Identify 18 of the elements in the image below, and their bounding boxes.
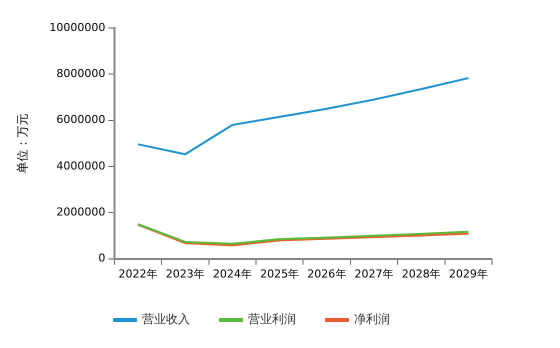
y-tick-label: 2000000 [56, 206, 106, 218]
x-tick-label: 2029年 [448, 267, 488, 280]
x-tick-label: 2023年 [166, 267, 205, 280]
x-tick-label: 2025年 [260, 267, 300, 280]
y-tick-label: 8000000 [56, 67, 106, 80]
legend-label: 营业利润 [248, 312, 296, 326]
x-tick-label: 2028年 [402, 267, 441, 280]
x-tick-label: 2026年 [307, 267, 346, 280]
y-tick-label: 0 [98, 252, 106, 265]
legend-label: 营业收入 [142, 312, 190, 326]
x-tick-label: 2027年 [354, 267, 394, 280]
x-tick-label: 2024年 [212, 267, 252, 280]
x-tick-label: 2022年 [118, 267, 158, 280]
y-tick-label: 6000000 [56, 113, 106, 126]
y-tick-label: 10000000 [49, 20, 106, 34]
y-axis-title: 单位：万元 [15, 113, 30, 174]
y-tick-label: 4000000 [56, 159, 106, 172]
legend-label: 净利润 [354, 312, 390, 326]
